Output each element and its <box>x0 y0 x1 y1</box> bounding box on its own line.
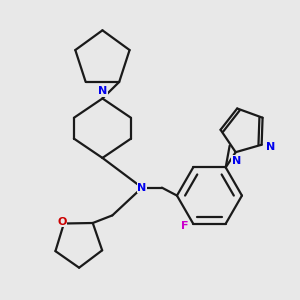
Text: N: N <box>137 183 147 193</box>
Text: N: N <box>232 156 241 166</box>
Text: O: O <box>57 217 67 226</box>
Text: N: N <box>98 86 107 96</box>
Text: N: N <box>266 142 275 152</box>
Text: F: F <box>181 221 188 231</box>
